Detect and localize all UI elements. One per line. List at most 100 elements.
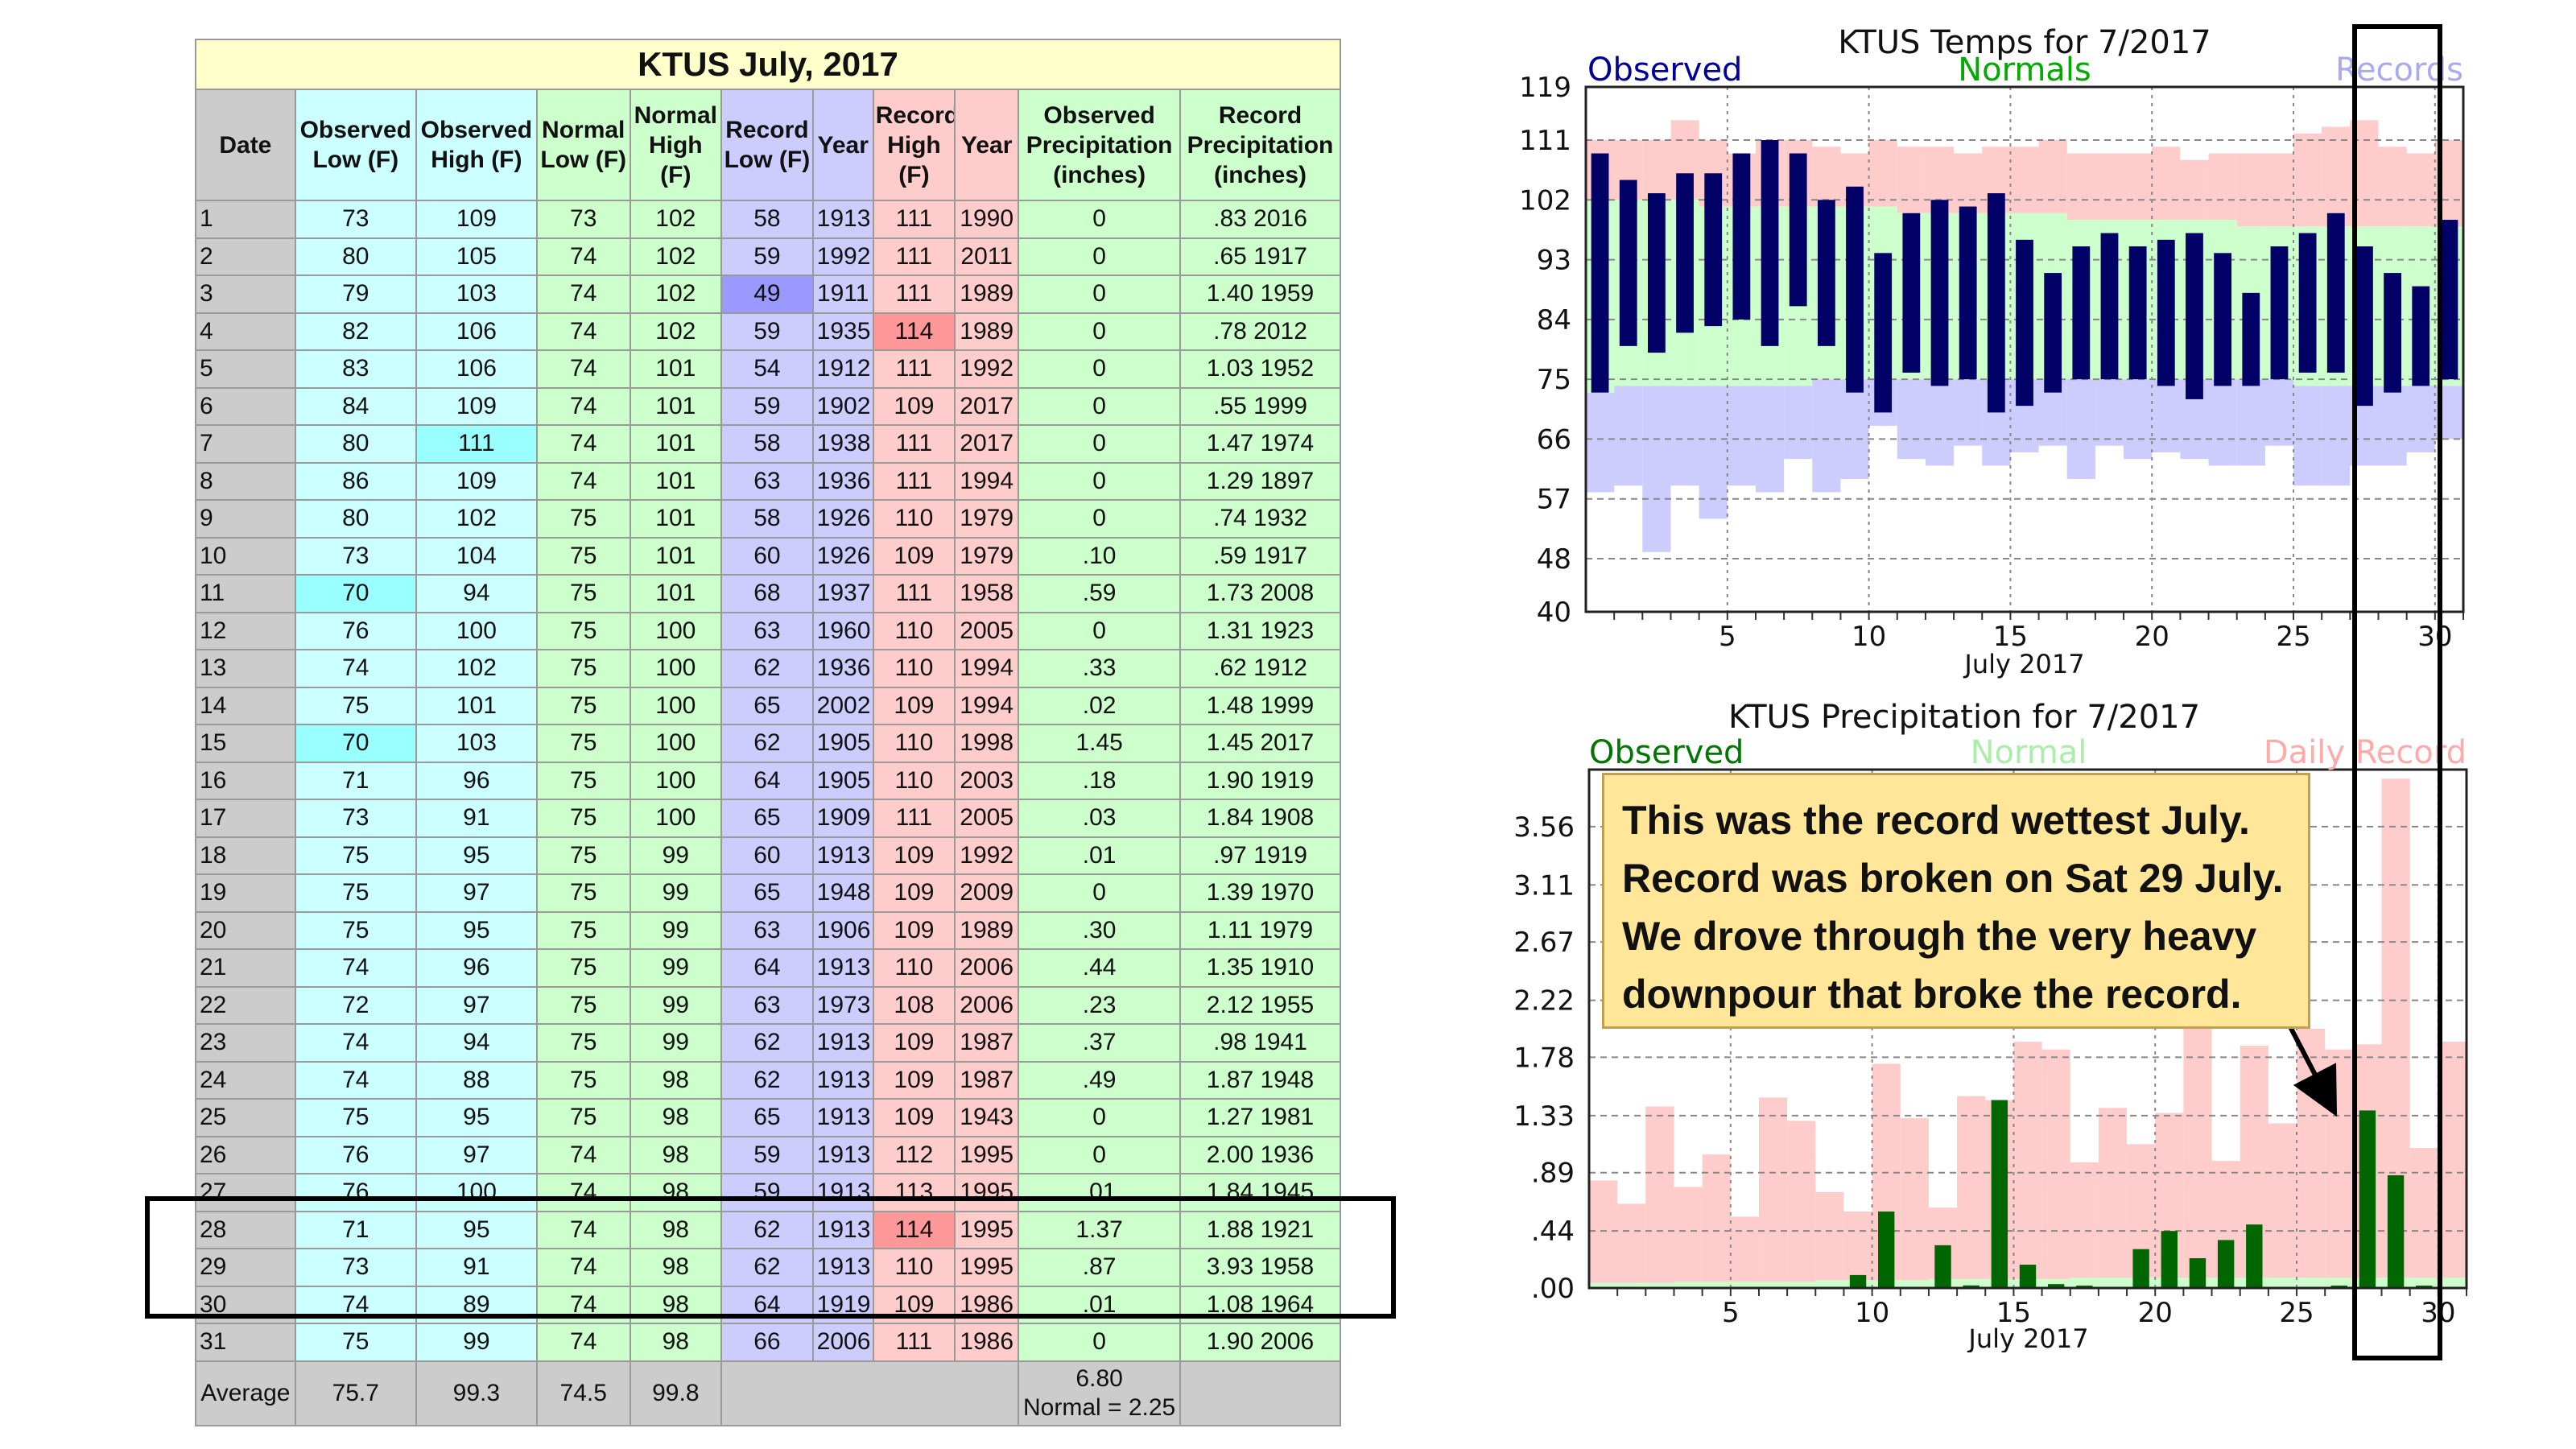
record-precip-bar xyxy=(1674,1187,1703,1288)
record-precip-bar xyxy=(2268,1123,2297,1288)
observed-temp-bar xyxy=(2072,246,2091,380)
table-cell: 28 xyxy=(195,1210,296,1249)
normal-precip-bar xyxy=(2409,1278,2438,1288)
record-low-band xyxy=(2124,379,2153,460)
record-low-band xyxy=(2095,379,2124,446)
callout-line: This was the record wettest July. xyxy=(1622,798,2250,843)
table-cell: 102 xyxy=(629,200,723,239)
table-cell: 74 xyxy=(535,1210,631,1249)
record-low-band xyxy=(2236,379,2265,466)
average-label: Average xyxy=(195,1360,296,1426)
table-cell: 74 xyxy=(294,1060,417,1100)
table-cell: 109 xyxy=(872,686,956,725)
table-cell: 75 xyxy=(535,948,631,988)
average-blank xyxy=(720,1360,1020,1426)
average-obs-low: 75.7 xyxy=(294,1360,417,1426)
observed-temp-bar xyxy=(1732,153,1751,320)
table-cell: 110 xyxy=(872,1248,956,1287)
table-cell: 58 xyxy=(720,200,814,239)
table-cell: 74 xyxy=(535,1248,631,1287)
table-cell: 74 xyxy=(535,1135,631,1174)
table-cell: 95 xyxy=(415,1210,538,1249)
record-precip-bar xyxy=(2013,1042,2042,1288)
table-cell: 75 xyxy=(535,1060,631,1100)
observed-precip-bar xyxy=(1849,1274,1867,1288)
table-cell: 58 xyxy=(720,424,814,464)
table-row: 6 84 109 74 101 59 1902 109 2017 0.55 1999 xyxy=(195,386,1341,426)
table-cell: 0 xyxy=(1018,611,1182,650)
table-cell: 1.35 1910 xyxy=(1179,948,1341,988)
table-cell: 1986 xyxy=(954,1323,1020,1362)
table-row: 2 80 105 74 102 59 1992 111 2011 0.65 1917 xyxy=(195,237,1341,276)
table-cell: 1995 xyxy=(954,1248,1020,1287)
table-cell: .78 2012 xyxy=(1179,312,1341,351)
table-cell: 102 xyxy=(629,275,723,314)
table-cell: 101 xyxy=(629,536,723,576)
table-cell: 76 xyxy=(294,1135,417,1174)
table-cell: 1979 xyxy=(954,536,1020,576)
table-cell: 1.90 2006 xyxy=(1179,1323,1341,1362)
table-cell: 27 xyxy=(195,1173,296,1212)
observed-precip-bar xyxy=(2246,1224,2263,1288)
table-cell: .03 xyxy=(1018,799,1182,838)
table-cell: 108 xyxy=(872,985,956,1025)
table-cell: 1992 xyxy=(954,836,1020,875)
table-cell: 102 xyxy=(415,649,538,688)
column-header: Record Precipitation (inches) xyxy=(1179,89,1341,201)
table-cell: 1.45 xyxy=(1018,724,1182,763)
column-header: Observed Precipitation (inches) xyxy=(1018,89,1182,201)
table-cell: 110 xyxy=(872,761,956,800)
record-high-band xyxy=(2152,147,2181,221)
record-low-band xyxy=(1586,392,1615,493)
table-cell: .01 xyxy=(1018,1173,1182,1212)
table-cell: 109 xyxy=(872,386,956,426)
observed-temp-bar xyxy=(1676,173,1694,333)
table-cell: .23 xyxy=(1018,985,1182,1025)
table-cell: 109 xyxy=(872,1023,956,1063)
normal-precip-bar xyxy=(2325,1278,2354,1288)
table-cell: 1973 xyxy=(811,985,874,1025)
table-cell: 105 xyxy=(415,237,538,276)
callout-line: Record was broken on Sat 29 July. xyxy=(1622,856,2284,901)
observed-temp-bar xyxy=(1846,186,1864,393)
table-cell: 62 xyxy=(720,1060,814,1100)
y-tick-label: 1.78 xyxy=(1513,1042,1575,1074)
record-high-band xyxy=(2208,153,2237,221)
record-precip-bar xyxy=(1758,1097,1788,1288)
observed-temp-bar xyxy=(2242,292,2260,386)
table-cell: 110 xyxy=(872,649,956,688)
table-cell: 75 xyxy=(535,910,631,950)
table-cell: 1913 xyxy=(811,1248,874,1287)
table-cell: 80 xyxy=(294,499,417,539)
table-cell: 1 xyxy=(195,200,296,239)
observed-precip-bar xyxy=(1934,1245,1951,1288)
table-cell: 1913 xyxy=(811,1210,874,1249)
average-precip-total: 6.80 xyxy=(1075,1364,1123,1392)
table-cell: 102 xyxy=(415,499,538,539)
table-cell: 1.39 1970 xyxy=(1179,873,1341,913)
table-cell: 1906 xyxy=(811,910,874,950)
table-cell: 1989 xyxy=(954,275,1020,314)
average-obs-high: 99.3 xyxy=(415,1360,538,1426)
observed-precip-bar xyxy=(2217,1240,2235,1288)
normal-precip-bar xyxy=(2438,1278,2467,1288)
table-cell: .55 1999 xyxy=(1179,386,1341,426)
table-cell: 111 xyxy=(872,237,956,276)
table-cell: 88 xyxy=(415,1060,538,1100)
table-cell: 111 xyxy=(415,424,538,464)
table-cell: 1998 xyxy=(954,724,1020,763)
table-cell: 14 xyxy=(195,686,296,725)
observed-temp-bar xyxy=(1902,213,1921,373)
table-row: 8 86 109 74 101 63 1936 111 1994 0 1.29 1897 xyxy=(195,461,1341,501)
table-cell: .59 1917 xyxy=(1179,536,1341,576)
table-cell: 100 xyxy=(629,611,723,650)
table-cell: 75 xyxy=(535,836,631,875)
average-norm-low: 74.5 xyxy=(535,1360,631,1426)
table-cell: 1995 xyxy=(954,1210,1020,1249)
y-tick-label: 3.11 xyxy=(1513,869,1575,902)
table-cell: 59 xyxy=(720,237,814,276)
table-cell: 111 xyxy=(872,1323,956,1362)
table-cell: .10 xyxy=(1018,536,1182,576)
table-cell: 16 xyxy=(195,761,296,800)
table-cell: 71 xyxy=(294,761,417,800)
